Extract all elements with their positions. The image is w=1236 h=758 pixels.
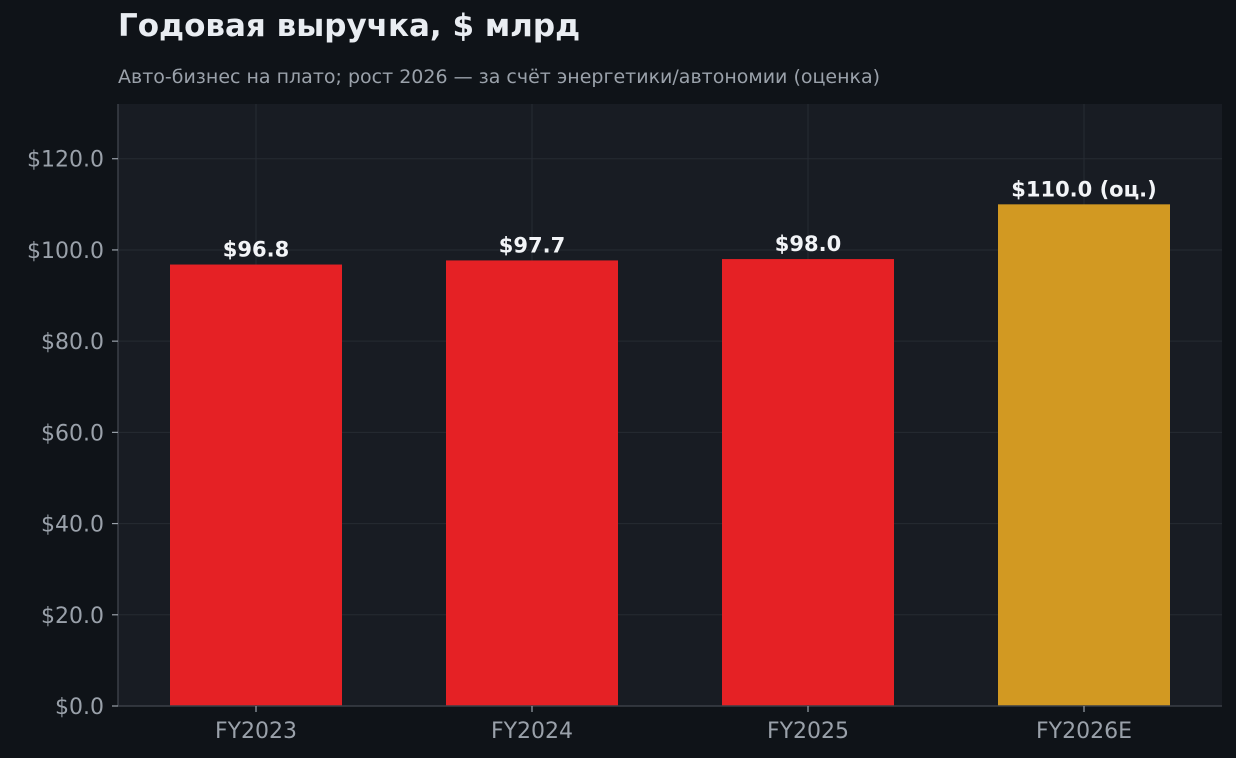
y-tick-label: $100.0 <box>27 239 104 264</box>
x-tick-label: FY2026E <box>1036 719 1132 744</box>
y-tick-label: $80.0 <box>41 330 104 355</box>
bar-value-label: $98.0 <box>775 232 841 256</box>
y-tick-label: $120.0 <box>27 148 104 173</box>
bar <box>446 260 618 706</box>
x-tick-label: FY2024 <box>491 719 573 744</box>
y-tick-label: $40.0 <box>41 513 104 538</box>
chart-subtitle: Авто-бизнес на плато; рост 2026 — за счё… <box>118 66 881 88</box>
bar-value-label: $97.7 <box>499 233 565 257</box>
x-tick-label: FY2023 <box>215 719 297 744</box>
bar <box>722 259 894 706</box>
y-tick-label: $0.0 <box>55 695 104 720</box>
bar-value-label: $96.8 <box>223 238 289 262</box>
bar <box>170 264 342 706</box>
bar-value-label: $110.0 (оц.) <box>1011 177 1157 201</box>
y-tick-label: $60.0 <box>41 421 104 446</box>
x-tick-label: FY2025 <box>767 719 849 744</box>
chart-title: Годовая выручка, $ млрд <box>118 8 581 44</box>
y-tick-label: $20.0 <box>41 604 104 629</box>
bar <box>998 204 1170 707</box>
